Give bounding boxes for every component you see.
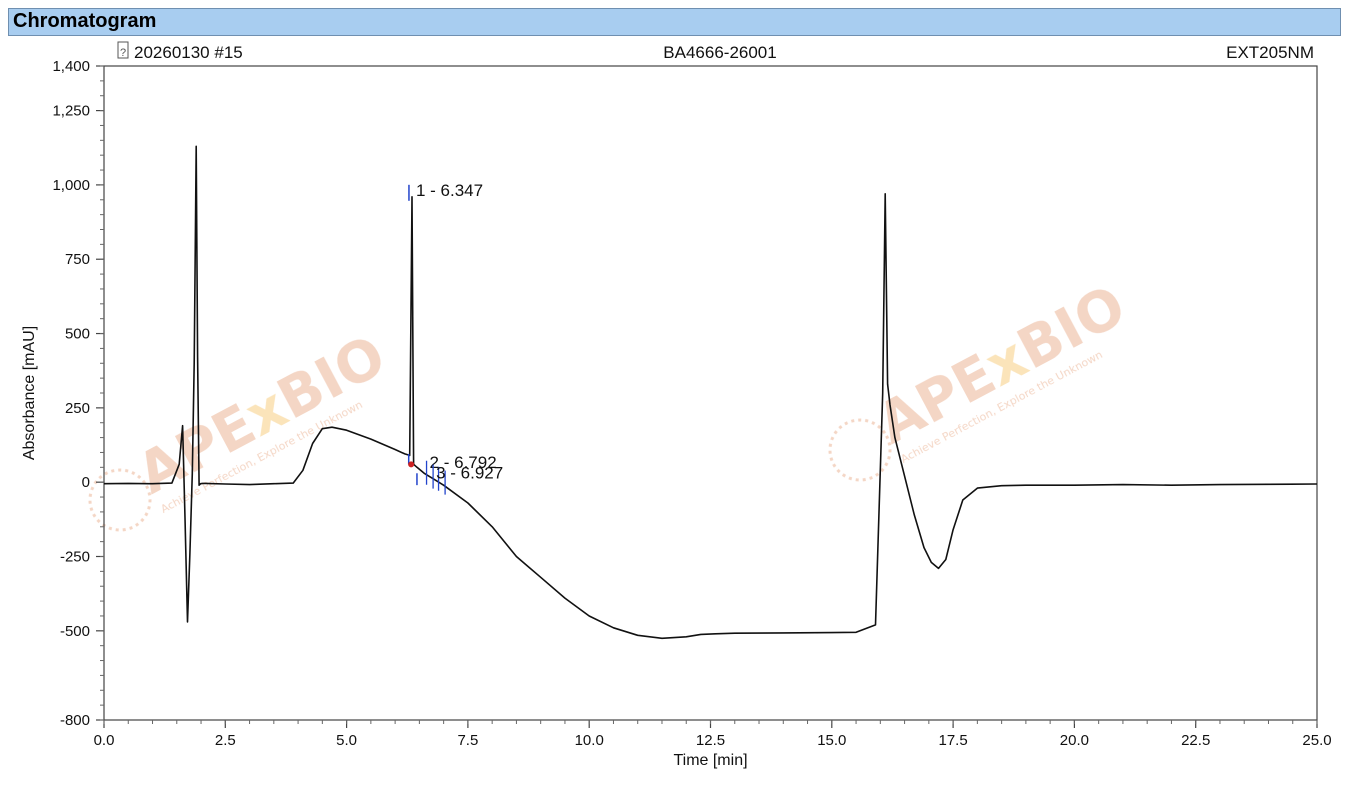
x-tick-label: 10.0 — [575, 732, 604, 749]
injection-name: 20260130 #15 — [134, 43, 243, 62]
watermark-brand: APExBIO — [127, 323, 396, 507]
y-tick-label: 1,250 — [52, 103, 90, 120]
x-tick-label: 17.5 — [938, 732, 967, 749]
x-tick-label: 5.0 — [336, 732, 357, 749]
svg-text:?: ? — [120, 47, 126, 59]
y-tick-label: 1,000 — [52, 177, 90, 194]
watermark-1: APExBIO Achieve Perfection, Explore the … — [88, 323, 396, 532]
x-axis: 0.0 2.5 5.0 7.5 10.0 12.5 15.0 17.5 20.0 22.5 25.0 — [94, 720, 1332, 749]
x-tick-label: 25.0 — [1302, 732, 1331, 749]
watermarks: APExBIO Achieve Perfection, Explore the … — [88, 273, 1136, 532]
y-tick-label: 250 — [65, 400, 90, 417]
trace-layer — [103, 145, 1318, 640]
report-status-icon: ? — [117, 41, 129, 59]
x-tick-label: 7.5 — [457, 732, 478, 749]
x-axis-title: Time [min] — [673, 752, 747, 769]
y-tick-label: 500 — [65, 326, 90, 343]
peak-label: 1 - 6.347 — [416, 181, 483, 200]
x-tick-label: 22.5 — [1181, 732, 1210, 749]
series-line — [103, 145, 1318, 640]
y-tick-label: -250 — [60, 549, 90, 566]
y-tick-label: 0 — [82, 474, 90, 491]
sample-name: BA4666-26001 — [663, 43, 776, 62]
baseline-marker — [408, 461, 415, 468]
channel-name: EXT205NM — [1226, 43, 1314, 62]
x-tick-label: 15.0 — [817, 732, 846, 749]
x-tick-label: 0.0 — [94, 732, 115, 749]
y-tick-label: 1,400 — [52, 58, 90, 75]
window-title: Chromatogram — [13, 10, 157, 32]
y-axis-title: Absorbance [mAU] — [21, 326, 38, 460]
x-tick-label: 2.5 — [215, 732, 236, 749]
y-axis: -800 -500 -250 0 250 500 750 1,000 1,250 1,400 — [52, 58, 104, 729]
peak-label: 2 - 6.792 — [430, 453, 497, 472]
watermark-logo-icon — [88, 468, 152, 532]
watermark-brand: APExBIO — [867, 273, 1136, 457]
chromatogram-title-bar: Chromatogram — [8, 8, 1341, 36]
watermark-2: APExBIO Achieve Perfection, Explore the … — [828, 273, 1136, 482]
x-tick-label: 12.5 — [696, 732, 725, 749]
y-tick-label: -500 — [60, 623, 90, 640]
peak-label: 3 - 6.927 — [436, 464, 503, 483]
x-tick-label: 20.0 — [1060, 732, 1089, 749]
y-tick-label: 750 — [65, 251, 90, 268]
y-tick-label: -800 — [60, 712, 90, 729]
